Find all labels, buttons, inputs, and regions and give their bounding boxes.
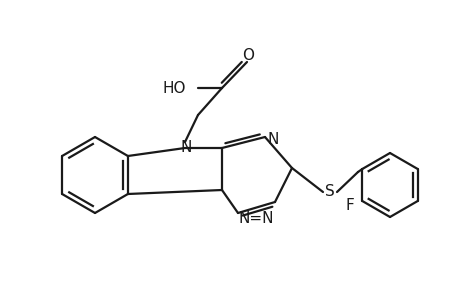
Text: N: N xyxy=(267,131,278,146)
Text: HO: HO xyxy=(162,80,185,95)
Text: F: F xyxy=(345,197,354,212)
Text: N: N xyxy=(180,140,191,154)
Text: O: O xyxy=(241,47,253,62)
Text: N=N: N=N xyxy=(238,211,274,226)
Text: S: S xyxy=(325,184,334,200)
